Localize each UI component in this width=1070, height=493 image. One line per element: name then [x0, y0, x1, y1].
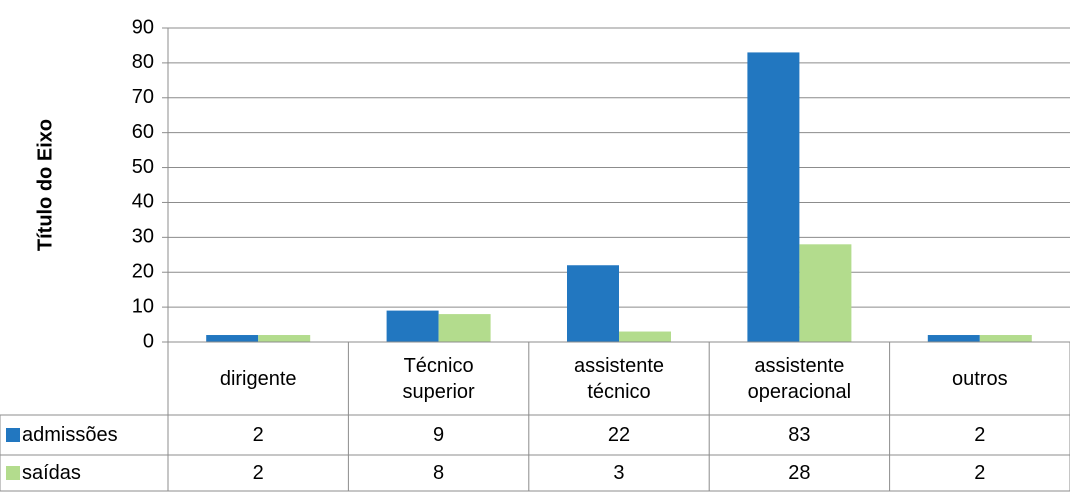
bar [927, 335, 980, 342]
table-value: 2 [252, 462, 264, 484]
y-tick-label: 40 [132, 191, 154, 213]
bar [438, 314, 491, 342]
bar [386, 310, 439, 342]
legend-label: admissões [22, 424, 118, 446]
x-tick-label: assistente operacional [747, 354, 852, 403]
table-value: 8 [433, 462, 445, 484]
table-value: 3 [613, 462, 625, 484]
y-tick-label: 90 [132, 16, 154, 38]
x-tick-label: Técnico superior [402, 354, 475, 403]
y-tick-label: 20 [132, 261, 154, 283]
table-value: 28 [788, 462, 811, 484]
table-value: 2 [974, 462, 986, 484]
table-value: 83 [788, 424, 811, 446]
table-value: 22 [607, 424, 631, 446]
bar [567, 265, 619, 342]
bar [619, 331, 671, 342]
y-axis-title: Título do Eixo [34, 119, 56, 251]
bar [206, 335, 259, 342]
bar [747, 52, 800, 343]
x-tick-label: outros [952, 367, 1008, 390]
x-tick-label: dirigente [219, 367, 297, 390]
x-tick-label: assistente técnico [573, 354, 665, 403]
table-value: 2 [974, 424, 986, 446]
legend-key [6, 466, 20, 480]
legend-label: saídas [22, 462, 81, 484]
bar [258, 335, 311, 342]
bar [979, 335, 1032, 342]
legend-key [6, 428, 20, 442]
table-value: 2 [252, 424, 264, 446]
y-tick-label: 10 [132, 295, 154, 317]
y-tick-label: 50 [132, 156, 154, 178]
y-tick-label: 80 [132, 51, 154, 73]
table-value: 9 [433, 424, 445, 446]
y-tick-label: 60 [132, 121, 154, 143]
y-tick-label: 0 [143, 330, 154, 352]
y-tick-label: 70 [132, 86, 154, 108]
y-tick-label: 30 [132, 226, 154, 248]
bar [799, 244, 852, 342]
